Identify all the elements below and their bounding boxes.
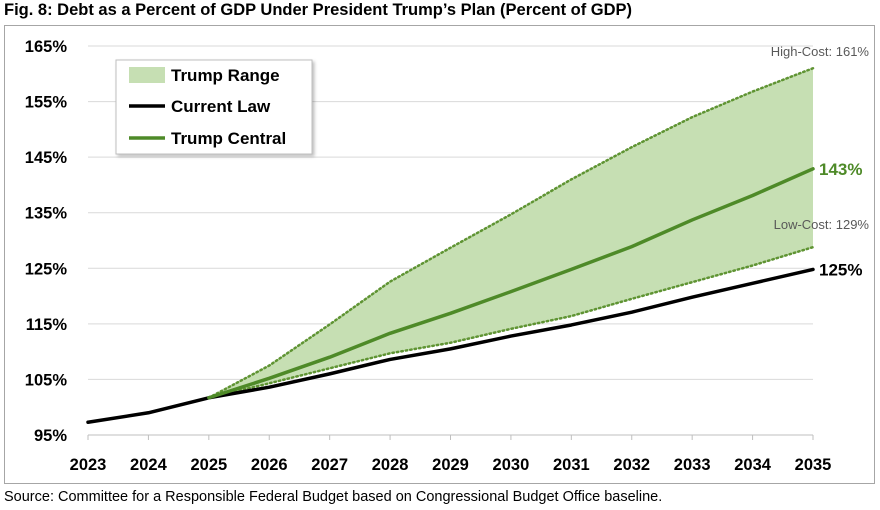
legend-label-trump-central: Trump Central xyxy=(171,129,286,148)
y-tick-label-165: 165% xyxy=(25,38,68,56)
x-tick-label-2034: 2034 xyxy=(734,456,772,474)
x-tick-label-2029: 2029 xyxy=(432,456,469,474)
trump-central-end-label: 143% xyxy=(819,160,862,179)
axes: 95% 105% 115% 125% 135% 145% 155% 165% 2023 2024 2… xyxy=(25,38,832,474)
x-tick-label-2023: 2023 xyxy=(70,456,107,474)
y-tick-label-125: 125% xyxy=(25,260,68,278)
x-tick-label-2031: 2031 xyxy=(553,456,590,474)
high-cost-label: High-Cost: 161% xyxy=(771,44,870,59)
series-lines xyxy=(86,167,815,424)
legend-swatch-trump-range xyxy=(129,67,165,83)
x-tick-label-2024: 2024 xyxy=(130,456,168,474)
trump-central-line xyxy=(207,167,815,400)
high-cost-edge xyxy=(207,66,815,400)
x-tick-label-2033: 2033 xyxy=(674,456,711,474)
low-cost-edge xyxy=(207,245,815,400)
legend-label-current-law: Current Law xyxy=(171,97,271,116)
current-law-end-label: 125% xyxy=(819,260,862,279)
y-tick-label-115: 115% xyxy=(26,316,68,334)
y-tick-label-105: 105% xyxy=(25,371,68,389)
chart-frame xyxy=(4,25,875,484)
x-tick-label-2030: 2030 xyxy=(493,456,530,474)
trump-range-area xyxy=(207,66,815,400)
source-note: Source: Committee for a Responsible Fede… xyxy=(4,489,663,505)
x-tick-label-2028: 2028 xyxy=(372,456,409,474)
legend-label-trump-range: Trump Range xyxy=(171,66,280,85)
x-tick-label-2026: 2026 xyxy=(251,456,288,474)
low-cost-label: Low-Cost: 129% xyxy=(774,217,870,232)
annotations: High-Cost: 161% Low-Cost: 129% 143% 125% xyxy=(771,44,870,279)
y-tick-label-145: 145% xyxy=(25,149,68,167)
legend: Trump Range Current Law Trump Central xyxy=(115,59,313,155)
x-tick-label-2035: 2035 xyxy=(795,456,832,474)
x-tick-label-2027: 2027 xyxy=(311,456,348,474)
x-tick-label-2032: 2032 xyxy=(613,456,650,474)
y-tick-label-95: 95% xyxy=(34,427,67,445)
y-tick-label-155: 155% xyxy=(25,94,68,112)
trump-range-band xyxy=(208,68,814,398)
figure-title: Fig. 8: Debt as a Percent of GDP Under P… xyxy=(4,1,633,19)
y-tick-label-135: 135% xyxy=(25,205,68,223)
x-tick-label-2025: 2025 xyxy=(190,456,227,474)
